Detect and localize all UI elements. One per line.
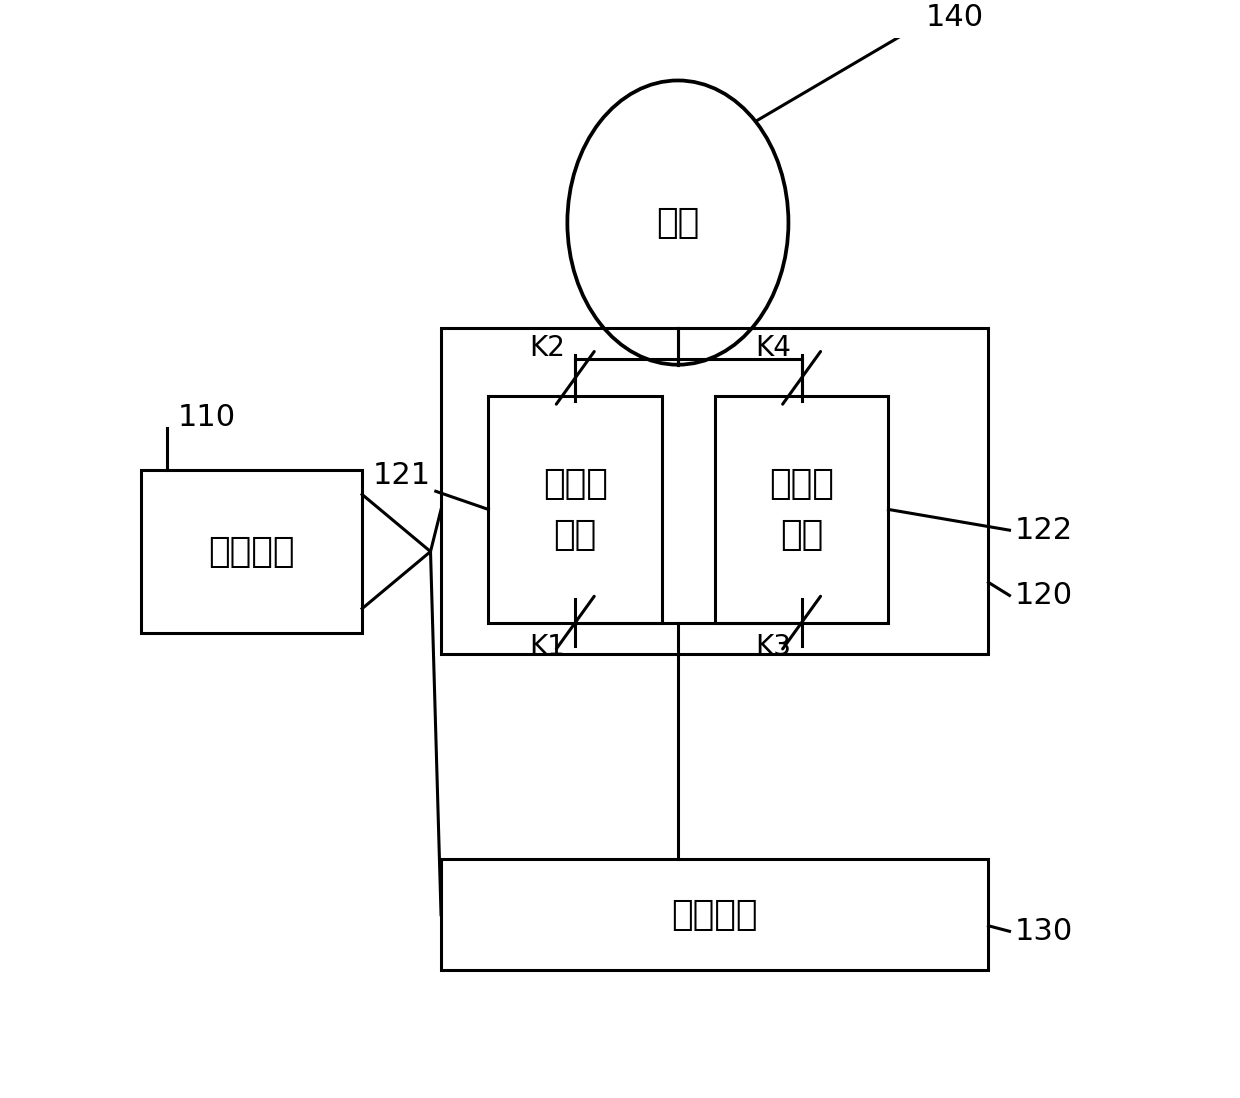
Bar: [441, 328, 988, 654]
Text: 140: 140: [925, 3, 983, 32]
Text: 电源模块: 电源模块: [672, 898, 758, 932]
Bar: [714, 396, 888, 623]
Text: 122: 122: [1014, 516, 1073, 545]
Text: K2: K2: [528, 334, 564, 362]
Text: 120: 120: [1014, 581, 1073, 610]
Text: 接收子
模块: 接收子 模块: [769, 468, 835, 551]
Text: 110: 110: [177, 403, 236, 432]
Text: 线圈: 线圈: [656, 205, 699, 239]
Text: K4: K4: [755, 334, 791, 362]
Text: K1: K1: [528, 634, 564, 661]
Text: 发射子
模块: 发射子 模块: [543, 468, 608, 551]
Text: 121: 121: [372, 461, 430, 490]
Text: 130: 130: [1014, 917, 1073, 945]
Text: 控制模块: 控制模块: [208, 535, 295, 569]
Text: K3: K3: [755, 634, 791, 661]
Bar: [141, 470, 362, 634]
Bar: [489, 396, 662, 623]
Bar: [441, 860, 988, 970]
